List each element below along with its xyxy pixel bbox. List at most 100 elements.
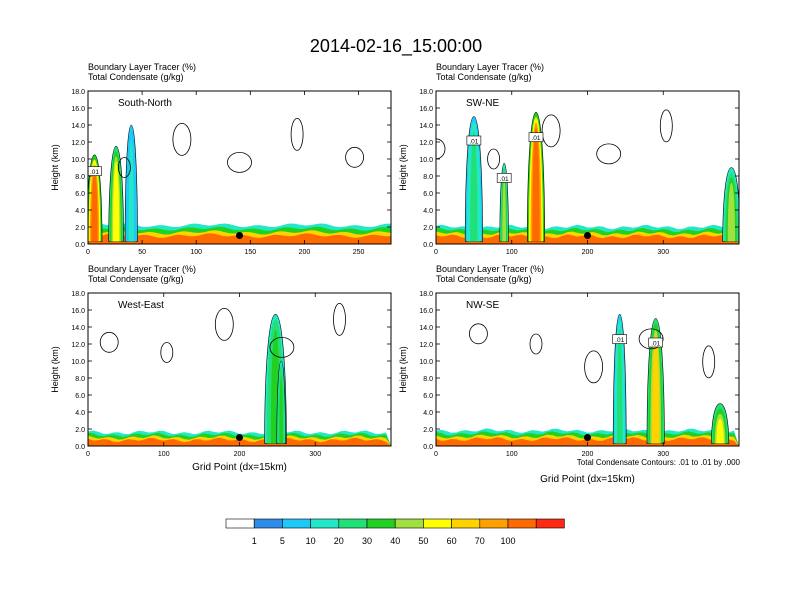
contour-label: .01 xyxy=(531,135,540,142)
panel-subtitle-condensate: Total Condensate (g/kg) xyxy=(88,72,184,82)
tracer-column xyxy=(727,182,736,242)
y-tick-label: 4.0 xyxy=(75,410,85,417)
condensate-contour xyxy=(99,331,119,353)
y-tick-label: 8.0 xyxy=(423,174,433,181)
y-tick-label: 12.0 xyxy=(419,342,433,349)
contour-label-box xyxy=(466,135,482,146)
panel-subtitle-condensate: Total Condensate (g/kg) xyxy=(436,274,532,284)
x-tick-label: 300 xyxy=(657,451,669,458)
y-tick-label: 2.0 xyxy=(75,427,85,434)
tracer-column xyxy=(532,127,540,242)
condensate-contour xyxy=(333,302,346,336)
colorbar-swatch xyxy=(535,518,565,529)
colorbar-swatch xyxy=(451,518,481,529)
y-tick-label: 14.0 xyxy=(419,123,433,130)
panels: Boundary Layer Tracer (%)Total Condensat… xyxy=(50,62,740,485)
condensate-contour xyxy=(487,148,501,170)
panel-subtitle-condensate: Total Condensate (g/kg) xyxy=(436,72,532,82)
colorbar-label: 5 xyxy=(280,536,285,546)
condensate-contour xyxy=(160,342,174,363)
panel-data-area: .01 xyxy=(88,117,391,244)
y-tick-label: 10.0 xyxy=(71,157,85,164)
colorbar-label: 50 xyxy=(418,536,428,546)
colorbar-swatch xyxy=(479,518,509,529)
colorbar-label: 30 xyxy=(362,536,372,546)
contour-note: Total Condensate Contours: .01 to .01 by… xyxy=(577,458,741,467)
y-tick-label: 10.0 xyxy=(71,359,85,366)
condensate-contour xyxy=(702,345,716,379)
x-tick-label: 100 xyxy=(158,451,170,458)
y-tick-label: 14.0 xyxy=(71,325,85,332)
condensate-contour xyxy=(659,109,673,143)
condensate-contour xyxy=(290,117,304,151)
colorbar-swatch xyxy=(253,518,283,529)
y-tick-label: 14.0 xyxy=(419,325,433,332)
x-axis-label: Grid Point (dx=15km) xyxy=(540,474,635,485)
colorbar-label: 60 xyxy=(447,536,457,546)
y-tick-label: 0.0 xyxy=(75,242,85,249)
colorbar-label: 100 xyxy=(500,536,515,546)
colorbar-swatch xyxy=(282,518,311,529)
y-tick-label: 4.0 xyxy=(423,208,433,215)
y-tick-label: 2.0 xyxy=(75,225,85,232)
condensate-contour xyxy=(172,122,192,156)
tracer-column xyxy=(616,329,623,444)
panel-sw-ne: Boundary Layer Tracer (%)Total Condensat… xyxy=(398,62,740,256)
y-tick-label: 12.0 xyxy=(71,140,85,147)
y-tick-label: 18.0 xyxy=(419,89,433,96)
y-tick-label: 0.0 xyxy=(423,444,433,451)
y-tick-label: 18.0 xyxy=(419,291,433,298)
contour-label: .01 xyxy=(469,139,478,146)
condensate-contour xyxy=(638,328,664,350)
tracer-column xyxy=(279,376,283,444)
x-tick-label: 0 xyxy=(434,249,438,256)
panel-west-east: Boundary Layer Tracer (%)Total Condensat… xyxy=(50,264,392,473)
colorbar-label: 70 xyxy=(475,536,485,546)
colorbar-swatch xyxy=(394,518,424,529)
x-axis-label: Grid Point (dx=15km) xyxy=(192,462,287,473)
x-tick-label: 100 xyxy=(190,249,202,256)
condensate-contour xyxy=(345,146,365,168)
panel-name: South-North xyxy=(118,98,172,109)
station-marker xyxy=(584,434,591,441)
condensate-contour xyxy=(529,333,543,355)
condensate-contour xyxy=(596,143,622,165)
y-tick-label: 4.0 xyxy=(423,410,433,417)
colorbar-swatch xyxy=(423,518,452,529)
y-tick-label: 16.0 xyxy=(71,106,85,113)
panel-nw-se: Boundary Layer Tracer (%)Total Condensat… xyxy=(398,264,740,485)
tracer-column xyxy=(113,161,120,242)
condensate-contour xyxy=(436,138,446,160)
colorbar-label: 1 xyxy=(252,536,257,546)
y-tick-label: 8.0 xyxy=(423,376,433,383)
panel-name: NW-SE xyxy=(466,300,499,311)
y-tick-label: 8.0 xyxy=(75,174,85,181)
condensate-contour xyxy=(214,307,234,341)
condensate-contour xyxy=(118,157,131,178)
y-tick-label: 14.0 xyxy=(71,123,85,130)
contour-label-box xyxy=(528,132,544,142)
panel-south-north: Boundary Layer Tracer (%)Total Condensat… xyxy=(50,62,392,256)
x-tick-label: 50 xyxy=(138,249,146,256)
panel-name: West-East xyxy=(118,300,164,311)
y-tick-label: 18.0 xyxy=(71,89,85,96)
y-tick-label: 16.0 xyxy=(419,106,433,113)
contour-label-box xyxy=(88,166,102,176)
y-tick-label: 18.0 xyxy=(71,291,85,298)
x-tick-label: 100 xyxy=(506,249,518,256)
panel-subtitle-tracer: Boundary Layer Tracer (%) xyxy=(436,62,544,72)
contour-label-box xyxy=(496,173,512,183)
condensate-contour xyxy=(269,336,295,358)
tracer-column xyxy=(470,131,478,242)
x-tick-label: 0 xyxy=(86,451,90,458)
y-tick-label: 6.0 xyxy=(423,393,433,400)
y-axis-label: Height (km) xyxy=(50,346,60,393)
condensate-contour xyxy=(541,114,561,148)
contour-label-box xyxy=(648,337,663,348)
x-tick-label: 200 xyxy=(299,249,311,256)
colorbar-swatch xyxy=(338,518,368,529)
figure-title: 2014-02-16_15:00:00 xyxy=(310,36,482,57)
y-tick-label: 8.0 xyxy=(75,376,85,383)
x-tick-label: 150 xyxy=(244,249,256,256)
y-tick-label: 10.0 xyxy=(419,359,433,366)
